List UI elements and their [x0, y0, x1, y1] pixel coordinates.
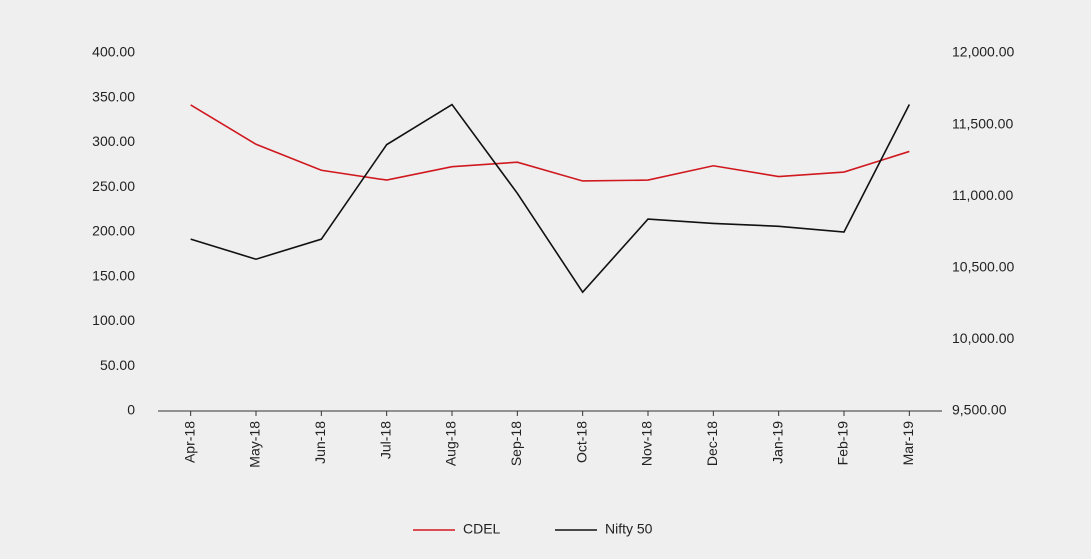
x-tick-label: Oct-18: [573, 421, 589, 463]
x-tick-label: Aug-18: [443, 421, 459, 466]
y-tick-label: 250.00: [92, 178, 135, 194]
y-tick-label: 0: [127, 402, 135, 418]
y2-tick-label: 12,000.00: [952, 44, 1014, 60]
y-tick-label: 150.00: [92, 267, 135, 283]
legend-label: Nifty 50: [605, 521, 653, 537]
x-tick-label: Apr-18: [181, 421, 197, 463]
y2-tick-label: 11,000.00: [952, 187, 1013, 203]
y-tick-label: 400.00: [92, 44, 135, 60]
x-tick-label: May-18: [247, 421, 263, 468]
x-tick-label: Jun-18: [312, 421, 328, 464]
x-tick-label: Feb-19: [835, 421, 851, 466]
y2-tick-label: 9,500.00: [952, 402, 1007, 418]
y-tick-label: 350.00: [92, 88, 135, 104]
y-tick-label: 100.00: [92, 312, 135, 328]
y-tick-label: 300.00: [92, 133, 135, 149]
legend-label: CDEL: [463, 521, 501, 537]
x-tick-label: Jul-18: [377, 421, 393, 459]
y2-tick-label: 10,000.00: [952, 330, 1014, 346]
x-tick-label: Dec-18: [704, 421, 720, 466]
y-tick-label: 200.00: [92, 223, 135, 239]
x-tick-label: Sep-18: [508, 421, 524, 466]
x-tick-label: Mar-19: [900, 421, 916, 466]
y2-tick-label: 11,500.00: [952, 115, 1013, 131]
y2-tick-label: 10,500.00: [952, 259, 1014, 275]
x-tick-label: Nov-18: [639, 421, 655, 466]
x-tick-label: Jan-19: [769, 421, 785, 464]
series-line: [190, 104, 910, 182]
series-line: [190, 103, 911, 294]
y-tick-label: 50.00: [100, 357, 135, 373]
